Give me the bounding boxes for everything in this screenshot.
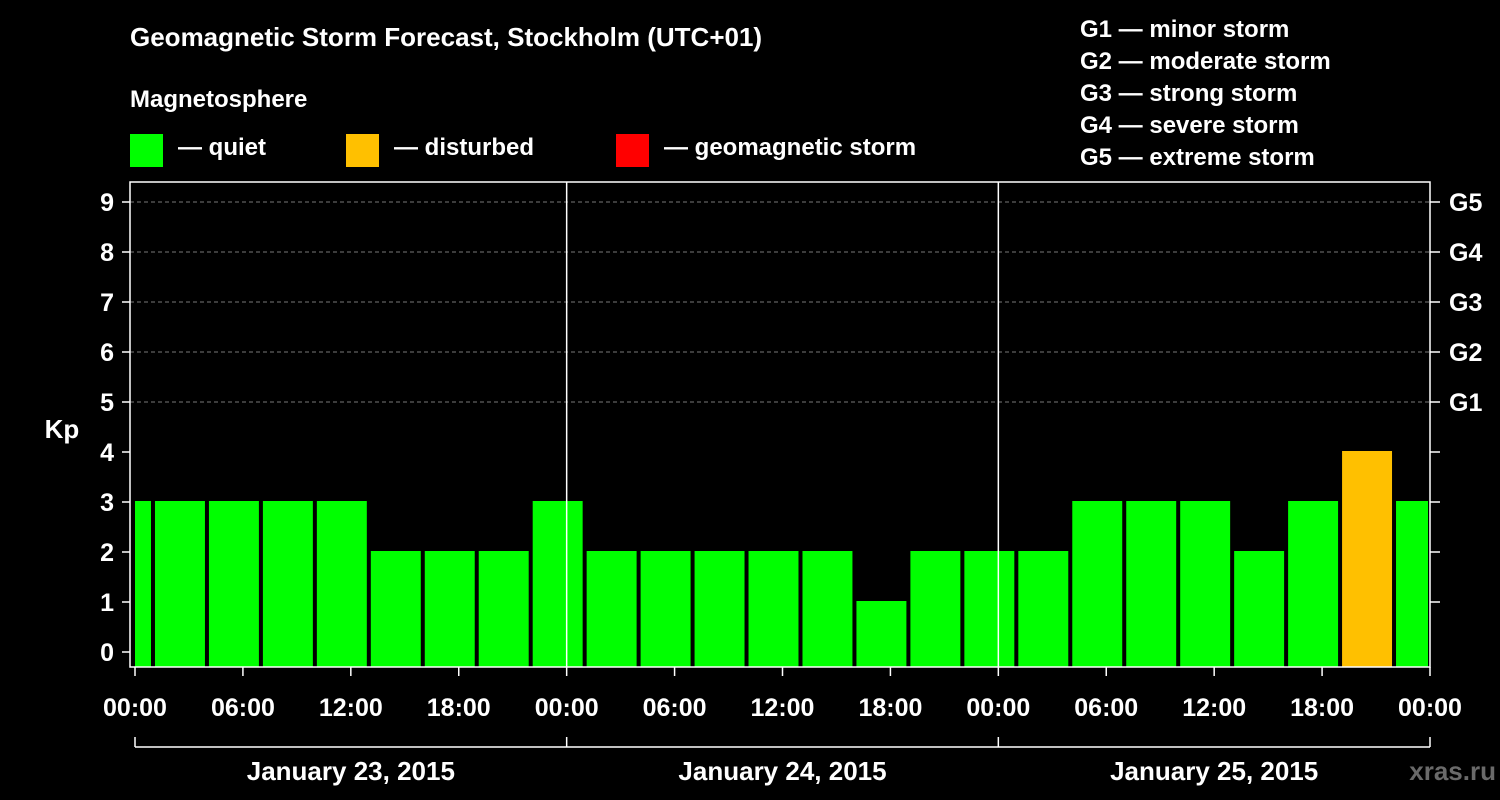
plot-frame (129, 181, 1431, 668)
kp-bar (154, 501, 205, 667)
y-tick-label: 0 (100, 639, 114, 667)
x-tick-label: 00:00 (103, 694, 167, 722)
legend-label-quiet: — quiet (178, 134, 266, 161)
bars (135, 451, 1428, 667)
g-scale-label: G2 (1449, 339, 1482, 367)
kp-bar (910, 551, 961, 667)
legend-label-storm: — geomagnetic storm (664, 134, 917, 161)
x-tick-label: 12:00 (319, 694, 383, 722)
storm-scale-item: G3 — strong storm (1080, 80, 1298, 107)
legend-swatch-storm (616, 134, 649, 167)
x-tick-label: 06:00 (643, 694, 707, 722)
kp-bar (694, 551, 745, 667)
storm-scale-item: G2 — moderate storm (1080, 48, 1331, 75)
kp-bar (640, 551, 691, 667)
kp-bar (262, 501, 313, 667)
y-axis-label: Kp (45, 414, 80, 444)
kp-bar (802, 551, 853, 667)
x-tick-label: 18:00 (1290, 694, 1354, 722)
x-tick-label: 18:00 (427, 694, 491, 722)
grid (130, 201, 1430, 403)
y-tick-label: 2 (100, 539, 114, 567)
kp-bar (478, 551, 529, 667)
kp-bar (1072, 501, 1123, 667)
x-tick-label: 06:00 (211, 694, 275, 722)
legend-swatch-disturbed (346, 134, 379, 167)
legend-swatch-quiet (130, 134, 163, 167)
legend-label-disturbed: — disturbed (394, 134, 535, 161)
day-label: January 23, 2015 (247, 756, 455, 786)
kp-bar (370, 551, 421, 667)
kp-bar (1126, 501, 1177, 667)
chart-subtitle: Magnetosphere (130, 86, 308, 113)
y-tick-label: 5 (100, 389, 114, 417)
chart-title: Geomagnetic Storm Forecast, Stockholm (U… (130, 22, 763, 52)
y-tick-label: 4 (100, 439, 114, 467)
kp-bar (1018, 551, 1069, 667)
axes: 0 1 2 3 4 5 6 7 8 9 G1 G2 G3 G4 G5 00:00 06:00 12:00 18:00… (100, 181, 1482, 786)
day-label: January 24, 2015 (678, 756, 886, 786)
kp-bar (964, 551, 1015, 667)
kp-bar (586, 551, 637, 667)
storm-scale-item: G1 — minor storm (1080, 16, 1290, 43)
kp-bar (1234, 551, 1285, 667)
g-scale-label: G4 (1449, 239, 1482, 267)
storm-scale-item: G5 — extreme storm (1080, 144, 1315, 171)
storm-scale-list: G1 — minor storm G2 — moderate storm G3 … (1080, 14, 1331, 174)
kp-bar (1396, 501, 1428, 667)
y-tick-label: 7 (100, 289, 114, 317)
kp-bar (424, 551, 475, 667)
kp-bar (135, 501, 151, 667)
x-tick-label: 00:00 (1398, 694, 1462, 722)
x-tick-label: 18:00 (858, 694, 922, 722)
y-tick-label: 9 (100, 189, 114, 217)
kp-bar (856, 601, 907, 667)
day-label: January 25, 2015 (1110, 756, 1318, 786)
watermark: xras.ru (1409, 756, 1496, 786)
x-tick-label: 00:00 (535, 694, 599, 722)
kp-bar (532, 501, 583, 667)
y-tick-label: 8 (100, 239, 114, 267)
y-tick-label: 1 (100, 589, 114, 617)
storm-scale-item: G4 — severe storm (1080, 112, 1299, 139)
x-tick-label: 00:00 (966, 694, 1030, 722)
kp-bar (1288, 501, 1339, 667)
kp-bar (1342, 451, 1393, 667)
g-scale-label: G3 (1449, 289, 1482, 317)
x-tick-label: 06:00 (1074, 694, 1138, 722)
kp-bar (748, 551, 799, 667)
kp-bar (316, 501, 367, 667)
g-scale-label: G1 (1449, 389, 1482, 417)
kp-bar (208, 501, 259, 667)
y-tick-label: 6 (100, 339, 114, 367)
x-tick-label: 12:00 (1182, 694, 1246, 722)
kp-bar (1180, 501, 1231, 667)
g-scale-label: G5 (1449, 189, 1482, 217)
x-tick-label: 12:00 (751, 694, 815, 722)
y-tick-label: 3 (100, 489, 114, 517)
